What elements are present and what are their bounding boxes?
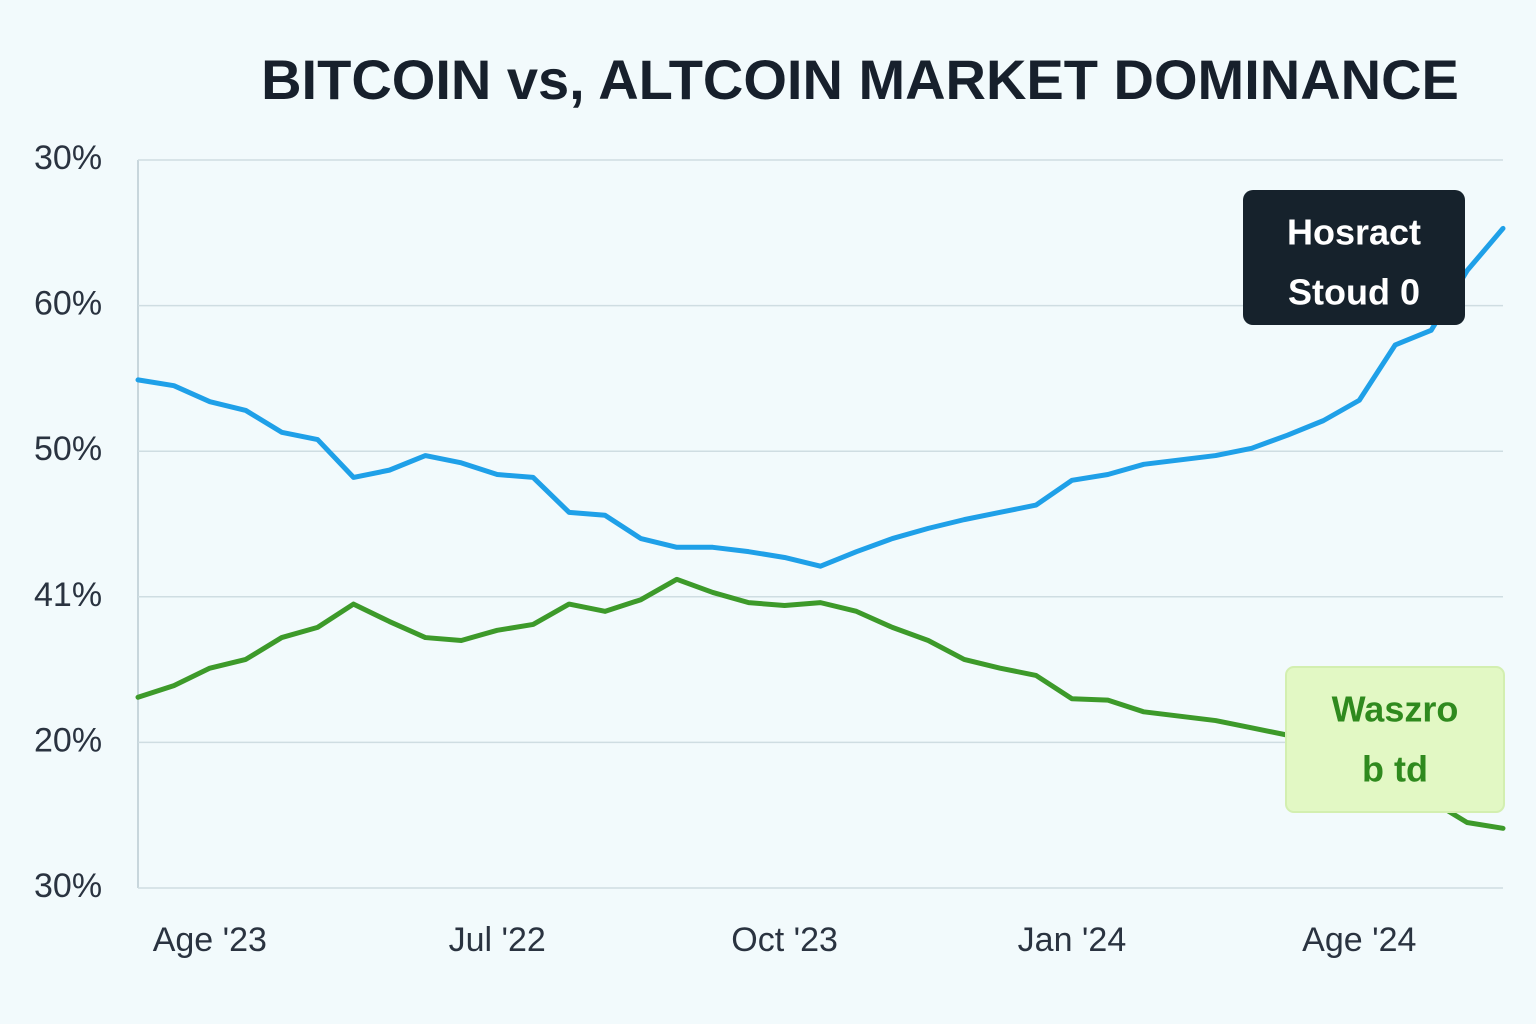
annotation-box — [1243, 190, 1465, 325]
annotation-text: b td — [1362, 749, 1428, 790]
annotation-text: Waszro — [1332, 689, 1459, 730]
annotation-box — [1285, 666, 1505, 813]
x-tick-label: Age '24 — [1302, 921, 1416, 959]
chart-title: BITCOIN vs, ALTCOIN MARKET DOMINANCE — [261, 48, 1459, 111]
x-tick-label: Age '23 — [153, 921, 267, 959]
y-tick-label: 30% — [34, 867, 102, 905]
y-tick-label: 60% — [34, 285, 102, 323]
y-tick-label: 50% — [34, 430, 102, 468]
y-tick-label: 30% — [34, 139, 102, 177]
series-line — [135, 576, 1506, 831]
series-line — [135, 225, 1506, 569]
x-tick-label: Jan '24 — [1018, 921, 1127, 959]
y-tick-label: 20% — [34, 721, 102, 759]
x-tick-label: Oct '23 — [731, 921, 838, 959]
x-tick-label: Jul '22 — [449, 921, 546, 959]
annotation-text: Hosract — [1287, 212, 1421, 253]
annotation-text: Stoud 0 — [1288, 272, 1420, 313]
y-tick-label: 41% — [34, 576, 102, 614]
